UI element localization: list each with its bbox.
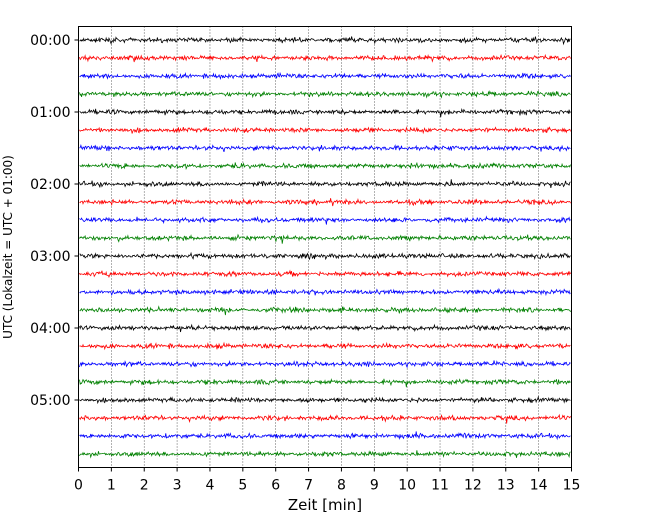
- y-axis-label: UTC (Lokalzeit = UTC + 01:00): [1, 155, 15, 339]
- x-tick-label: 15: [563, 478, 581, 494]
- x-axis: 0 1 2 3 4 5 6 7 8 9 10 11 12 13 14 15: [74, 467, 581, 494]
- trace-line-19: [79, 378, 571, 388]
- trace-line-22: [79, 431, 571, 441]
- x-tick-label: 5: [238, 478, 247, 494]
- plot-frame: [78, 26, 572, 468]
- x-tick-label: 1: [107, 478, 116, 494]
- x-tick-label: 12: [464, 478, 482, 494]
- y-tick-label: 05:00: [30, 393, 70, 409]
- y-tick-label: 01:00: [30, 105, 70, 121]
- trace-line-10: [79, 215, 571, 225]
- x-tick-label: 8: [337, 478, 346, 494]
- trace-line-21: [79, 413, 571, 424]
- trace-line-4: [79, 108, 571, 118]
- x-axis-label: Zeit [min]: [288, 496, 362, 514]
- trace-line-1: [79, 53, 571, 63]
- trace-line-11: [79, 233, 571, 244]
- x-tick-label: 13: [497, 478, 515, 494]
- x-tick-label: 9: [370, 478, 379, 494]
- y-tick-label: 00:00: [30, 33, 70, 49]
- trace-line-6: [79, 144, 571, 153]
- y-tick-label: 03:00: [30, 249, 70, 265]
- trace-line-13: [79, 269, 571, 279]
- y-tick-label: 04:00: [30, 321, 70, 337]
- x-tick-label: 7: [304, 478, 313, 494]
- trace-line-23: [79, 450, 571, 459]
- y-tick-label: 02:00: [30, 177, 70, 193]
- x-tick-label: 2: [140, 478, 149, 494]
- trace-lines: [79, 36, 571, 459]
- trace-line-14: [79, 287, 571, 297]
- x-tick-label: 3: [173, 478, 182, 494]
- y-axis: 00:00 01:00 02:00 03:00 04:00 05:00: [30, 33, 79, 409]
- x-tick-label: 14: [530, 478, 548, 494]
- trace-line-7: [79, 161, 571, 170]
- trace-line-0: [79, 36, 571, 46]
- trace-line-15: [79, 305, 571, 316]
- x-tick-label: 6: [271, 478, 280, 494]
- trace-line-12: [79, 251, 571, 261]
- trace-line-3: [79, 90, 571, 99]
- trace-line-18: [79, 359, 571, 369]
- trace-line-9: [79, 197, 571, 207]
- x-tick-label: 0: [74, 478, 83, 494]
- x-tick-label: 11: [431, 478, 449, 494]
- trace-line-2: [79, 71, 571, 80]
- trace-line-17: [79, 341, 571, 351]
- trace-line-20: [79, 395, 571, 405]
- trace-line-8: [79, 179, 571, 189]
- x-tick-label: 10: [398, 478, 416, 494]
- trace-line-5: [79, 126, 571, 135]
- x-tick-label: 4: [206, 478, 215, 494]
- trace-line-16: [79, 323, 571, 333]
